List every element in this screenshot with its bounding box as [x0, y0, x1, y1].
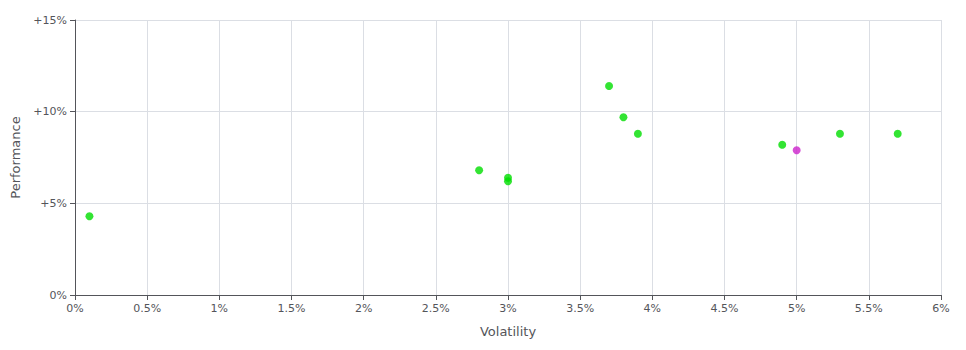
svg-text:+5%: +5%	[40, 197, 67, 210]
svg-text:0%: 0%	[50, 289, 67, 302]
svg-text:0.5%: 0.5%	[133, 302, 161, 315]
svg-text:3.5%: 3.5%	[566, 302, 594, 315]
svg-text:1.5%: 1.5%	[278, 302, 306, 315]
svg-text:1%: 1%	[211, 302, 228, 315]
svg-text:2%: 2%	[355, 302, 372, 315]
svg-text:3%: 3%	[499, 302, 516, 315]
svg-text:4%: 4%	[644, 302, 661, 315]
svg-text:Performance: Performance	[8, 116, 23, 198]
svg-text:6%: 6%	[932, 302, 949, 315]
svg-text:+10%: +10%	[33, 105, 67, 118]
svg-text:0%: 0%	[66, 302, 83, 315]
svg-text:2.5%: 2.5%	[422, 302, 450, 315]
svg-text:5.5%: 5.5%	[855, 302, 883, 315]
svg-text:5%: 5%	[788, 302, 805, 315]
svg-text:4.5%: 4.5%	[711, 302, 739, 315]
svg-text:+15%: +15%	[33, 14, 67, 27]
svg-text:Volatility: Volatility	[480, 324, 536, 339]
